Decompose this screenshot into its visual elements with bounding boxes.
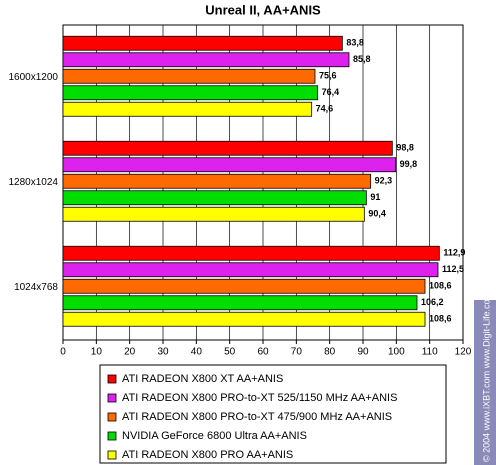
x-tick-label: 20 [124,347,136,358]
x-tick-label: 70 [291,347,303,358]
x-tick-label: 30 [157,347,169,358]
value-label: 108,6 [429,281,452,291]
bar [62,157,397,173]
bar [62,68,316,84]
x-tick-label: 90 [357,347,369,358]
x-tick-label: 60 [257,347,269,358]
y-tick-label: 1024x768 [14,282,58,293]
chart-title: Unreal II, AA+ANIS [205,2,321,17]
bar [62,140,393,156]
value-label: 74,6 [316,104,334,114]
value-label: 91 [370,192,380,202]
bar [62,101,313,117]
y-tick-label: 1280x1024 [9,177,59,188]
legend-swatch [107,431,117,441]
bar [62,278,426,294]
legend-swatch [107,393,117,403]
bar [62,206,365,222]
x-tick-label: 50 [224,347,236,358]
x-tick-label: 10 [91,347,103,358]
x-tick-label: 80 [324,347,336,358]
bar [62,190,367,206]
x-tick-label: 40 [191,347,203,358]
value-label: 112,5 [442,264,464,274]
x-tick-label: 100 [388,347,405,358]
legend-swatch [107,412,117,422]
bar [62,52,350,68]
legend-label: ATI RADEON X800 XT AA+ANIS [122,373,283,385]
value-label: 108,6 [429,314,452,324]
legend-swatch [107,374,117,384]
value-label: 106,2 [421,297,444,307]
y-tick-label: 1600x1200 [9,72,59,83]
x-tick-label: 110 [422,347,438,358]
legend-swatch [107,450,117,460]
value-label: 83,8 [346,38,364,48]
value-label: 85,8 [353,54,371,64]
legend-label: ATI RADEON X800 PRO AA+ANIS [122,449,293,461]
watermark: © 2004 www.iXBT.com www.Digit-Life.com [481,292,491,462]
bar [62,262,439,278]
x-tick-label: 120 [455,347,472,358]
value-label: 112,9 [443,248,465,258]
value-label: 75,6 [319,71,337,81]
legend-label: NVIDIA GeForce 6800 Ultra AA+ANIS [122,430,307,442]
value-label: 98,8 [396,143,414,153]
bar [62,311,426,327]
legend-label: ATI RADEON X800 PRO-to-XT 525/1150 MHz A… [122,392,397,404]
bar [62,295,418,311]
bar [62,85,319,101]
bar [62,35,343,51]
value-label: 99,8 [400,159,418,169]
value-label: 90,4 [368,209,386,219]
bar [62,245,440,261]
legend [99,364,447,464]
value-label: 76,4 [322,87,340,97]
watermark-band [474,300,496,465]
legend-label: ATI RADEON X800 PRO-to-XT 475/900 MHz AA… [122,411,392,423]
bar [62,173,372,189]
value-label: 92,3 [375,176,393,186]
x-tick-label: 0 [60,347,66,358]
